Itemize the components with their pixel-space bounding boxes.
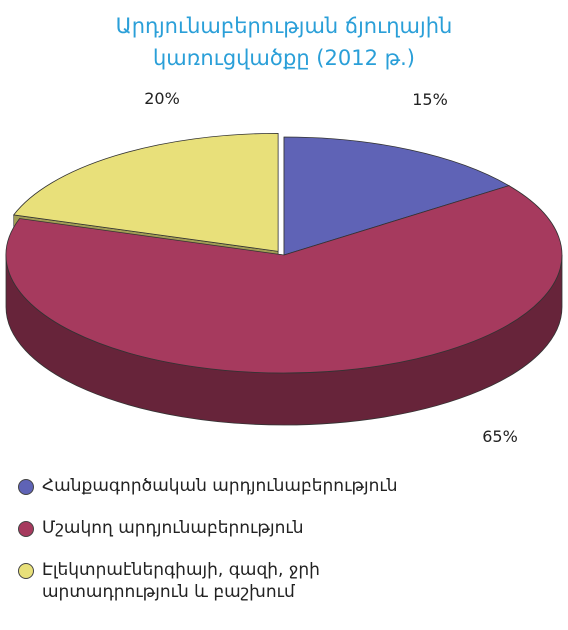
legend-item-energy: Էլեկտրաէներգիայի, գազի, ջրի արտադրությու… — [18, 559, 558, 603]
data-label-mining: 15% — [412, 90, 448, 109]
chart-title-line-1: Արդյունաբերության ճյուղային — [115, 14, 453, 38]
legend-label-manufacturing: Մշակող արդյունաբերություն — [42, 518, 304, 538]
pie-tops — [5, 132, 563, 374]
legend: Հանքագործական արդյունաբերություն Մշակող … — [18, 475, 558, 603]
legend-label-energy: Էլեկտրաէներգիայի, գազի, ջրի արտադրությու… — [42, 560, 320, 602]
legend-item-manufacturing: Մշակող արդյունաբերություն — [18, 517, 558, 539]
data-label-energy: 20% — [144, 89, 180, 108]
pie-labels: 15% 65% 20% — [144, 89, 518, 446]
legend-label-mining: Հանքագործական արդյունաբերություն — [42, 476, 398, 496]
legend-swatch-mining — [18, 479, 34, 495]
legend-swatch-manufacturing — [18, 521, 34, 537]
pie-slice-manufacturing — [5, 185, 563, 374]
pie-slice-energy — [12, 132, 279, 252]
legend-swatch-energy — [18, 563, 34, 579]
legend-item-mining: Հանքագործական արդյունաբերություն — [18, 475, 558, 497]
chart-title-line-2: կառուցվածքը (2012 թ.) — [153, 46, 415, 70]
pie-slice-mining — [283, 136, 510, 256]
chart-title: Արդյունաբերության ճյուղային կառուցվածքը … — [0, 10, 568, 74]
data-label-manufacturing: 65% — [482, 427, 518, 446]
